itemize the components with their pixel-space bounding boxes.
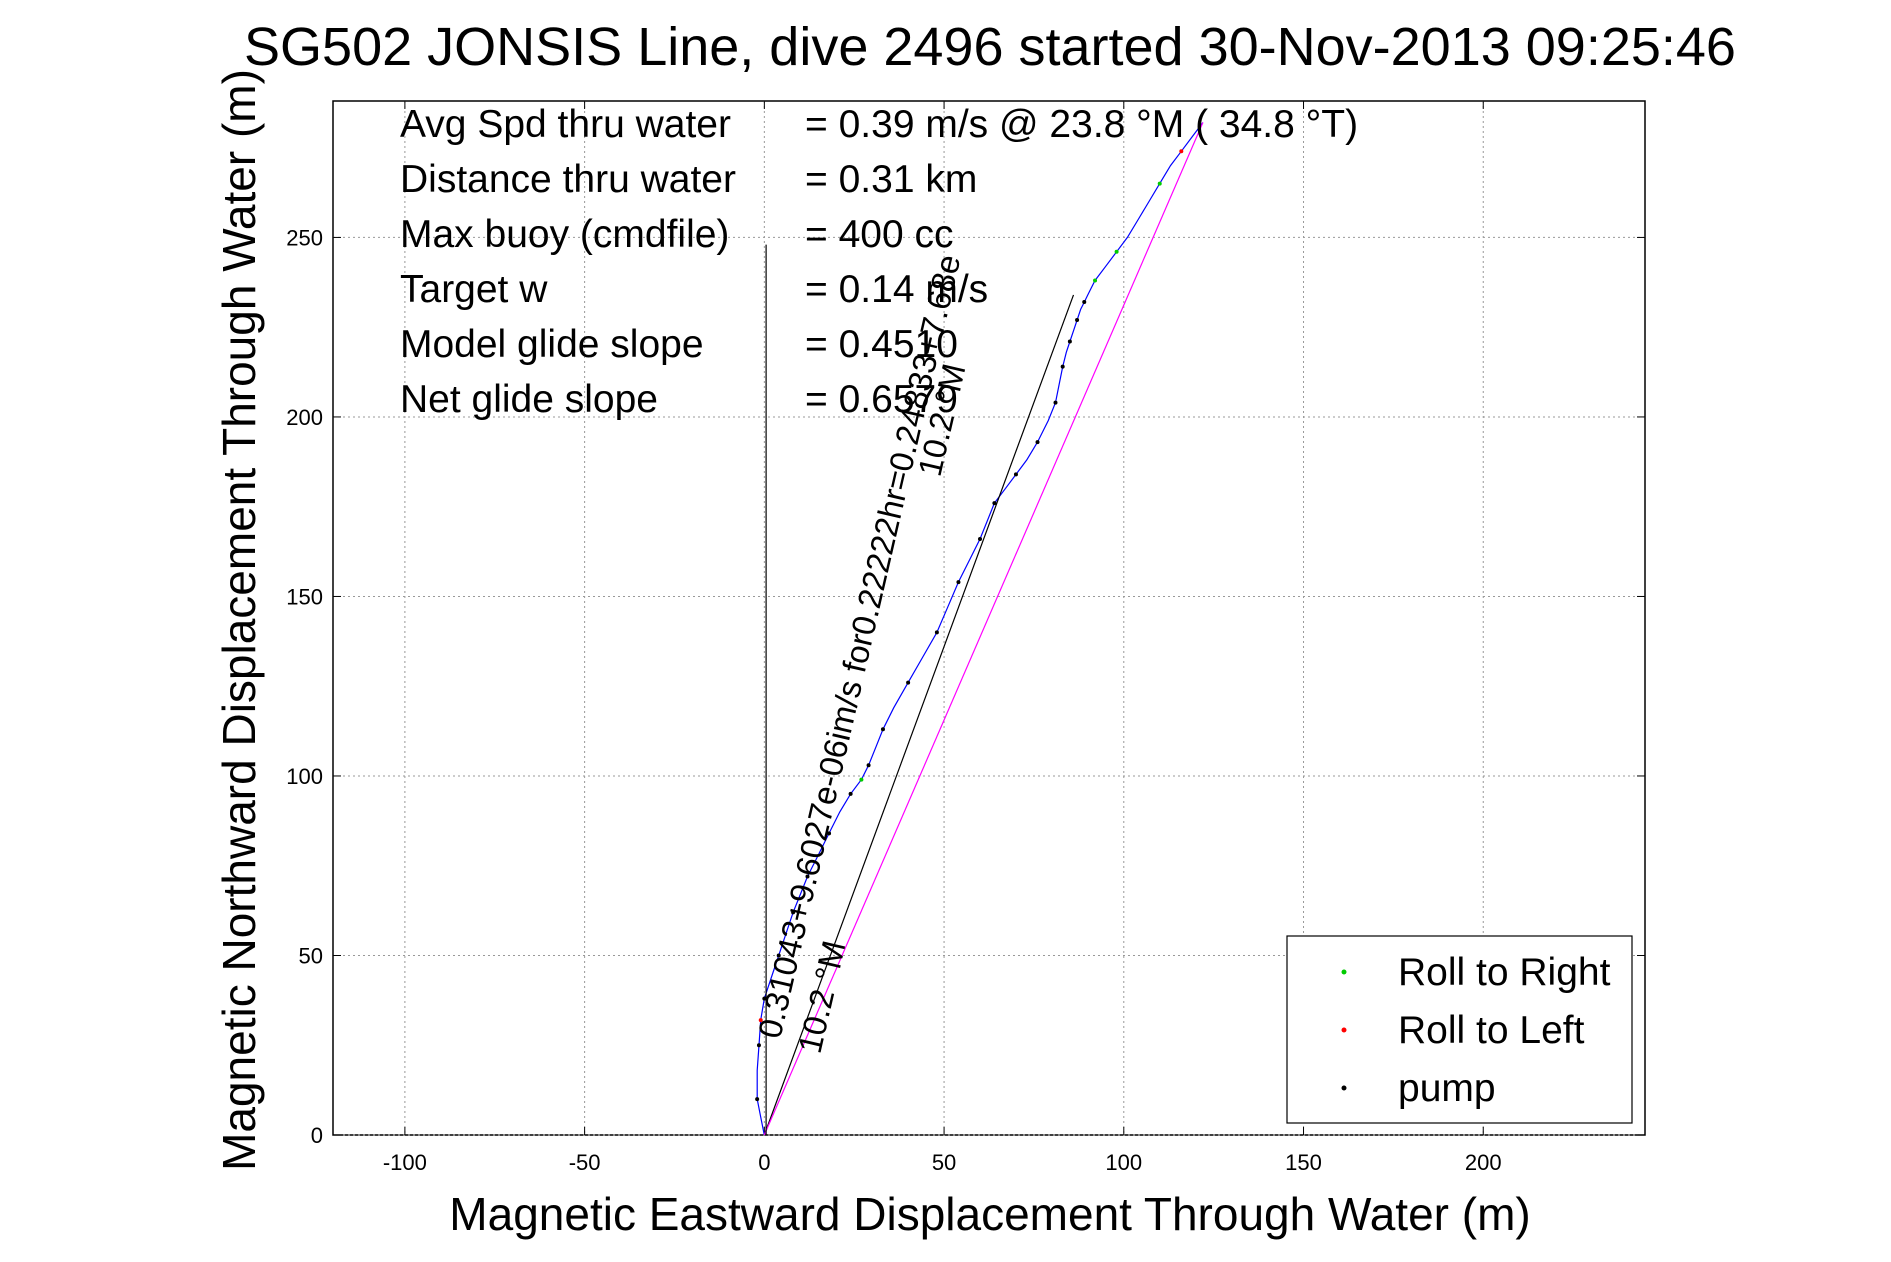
pump-point: [956, 580, 961, 585]
x-tick-label: 150: [1285, 1150, 1322, 1175]
stat-value-distance: = 0.31 km: [805, 158, 977, 201]
legend-roll-left-label: Roll to Left: [1398, 1009, 1585, 1052]
legend-roll-left-marker: [1341, 1027, 1347, 1033]
y-tick-label: 100: [286, 764, 323, 789]
x-tick-label: 50: [932, 1150, 956, 1175]
legend-pump-marker: [1341, 1085, 1347, 1091]
pump-point: [827, 831, 832, 836]
x-tick-label: 200: [1465, 1150, 1502, 1175]
pump-point: [978, 537, 983, 542]
data-markers: [755, 149, 1184, 1102]
roll-right-point: [859, 777, 864, 782]
y-tick-label: 50: [299, 943, 323, 968]
stat-label-distance: Distance thru water: [400, 158, 736, 201]
roll-left-point: [1179, 149, 1184, 154]
y-tick-label: 250: [286, 225, 323, 250]
pump-point: [1082, 300, 1087, 305]
pump-point: [1067, 339, 1072, 344]
pump-point: [934, 630, 939, 635]
roll-right-point: [1114, 249, 1119, 254]
pump-point: [1035, 440, 1040, 445]
pump-point: [1053, 400, 1058, 405]
pump-point: [866, 763, 871, 768]
x-axis-label: Magnetic Eastward Displacement Through W…: [449, 1188, 1530, 1240]
stat-value-model-glide: = 0.4510: [805, 323, 958, 366]
x-tick-label: -50: [569, 1150, 601, 1175]
pump-point: [755, 1097, 760, 1102]
stat-value-max-buoy: = 400 cc: [805, 213, 954, 256]
pump-point: [1075, 318, 1080, 323]
y-tick-label: 150: [286, 584, 323, 609]
stat-value-net-glide: = 0.6579: [805, 378, 958, 421]
pump-point: [791, 910, 796, 915]
pump-point: [1060, 364, 1065, 369]
y-axis-ticks: 0 50 100 150 200 250: [286, 225, 1645, 1148]
x-tick-label: 100: [1105, 1150, 1142, 1175]
legend-pump-label: pump: [1398, 1067, 1496, 1110]
pump-point: [776, 953, 781, 958]
x-tick-label: -100: [383, 1150, 427, 1175]
pump-point: [848, 791, 853, 796]
pump-point: [756, 1043, 761, 1048]
grid-lines: [333, 101, 1645, 1136]
stat-value-target-w: = 0.14 m/s: [805, 268, 988, 311]
x-tick-label: 0: [758, 1150, 770, 1175]
legend: Roll to Right Roll to Left pump: [1286, 935, 1633, 1124]
pump-point: [762, 996, 767, 1001]
pump-point: [992, 501, 997, 506]
stat-label-net-glide: Net glide slope: [400, 378, 658, 421]
legend-roll-right-marker: [1341, 969, 1347, 975]
stat-label-model-glide: Model glide slope: [400, 323, 704, 366]
y-axis-label: Magnetic Northward Displacement Through …: [213, 69, 265, 1171]
stat-label-max-buoy: Max buoy (cmdfile): [400, 213, 729, 256]
pump-point: [880, 727, 885, 732]
pump-point: [906, 680, 911, 685]
roll-right-point: [1157, 181, 1162, 186]
roll-left-point: [758, 1018, 763, 1023]
pump-point: [1013, 472, 1018, 477]
series-current-fit-line: [763, 122, 1204, 1136]
chart-title: SG502 JONSIS Line, dive 2496 started 30-…: [244, 17, 1736, 77]
stats-block: Avg Spd thru water = 0.39 m/s @ 23.8 °M …: [400, 103, 1358, 421]
pump-point: [805, 874, 810, 879]
stat-value-avg-speed: = 0.39 m/s @ 23.8 °M ( 34.8 °T): [805, 103, 1358, 146]
legend-roll-right-label: Roll to Right: [1398, 951, 1611, 994]
x-axis-ticks: -100 -50 0 50 100 150 200: [383, 101, 1502, 1175]
stat-label-avg-speed: Avg Spd thru water: [400, 103, 731, 146]
y-tick-label: 200: [286, 405, 323, 430]
roll-right-point: [1093, 278, 1098, 283]
y-tick-label: 0: [311, 1123, 323, 1148]
series-heading-line-line: [763, 294, 1075, 1136]
stat-label-target-w: Target w: [400, 268, 548, 311]
